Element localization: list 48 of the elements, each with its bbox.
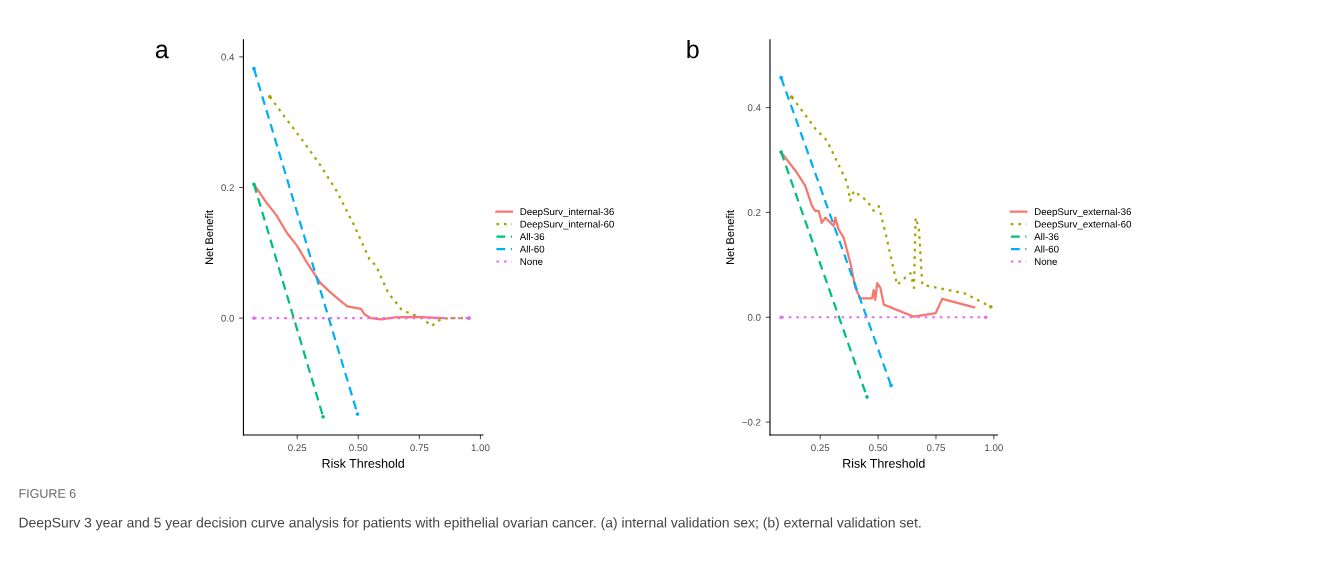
legend-label: None xyxy=(520,258,543,265)
caption: FIGURE 6 xyxy=(19,489,76,498)
y-tick-label: 0.4 xyxy=(747,104,761,112)
x-tick-label: 0.75 xyxy=(410,444,429,452)
y-axis-title: Net Benefit xyxy=(725,210,735,265)
point xyxy=(268,94,272,99)
legend-label: DeepSurv_internal-60 xyxy=(520,220,614,230)
point xyxy=(355,412,360,416)
chart-title: a xyxy=(155,44,169,59)
point xyxy=(789,95,794,99)
y-tick-label: 0.2 xyxy=(221,184,234,192)
x-tick-label: 0.50 xyxy=(349,444,368,452)
legend-label: All-60 xyxy=(519,245,545,253)
legend-label: All-36 xyxy=(519,232,545,241)
legend-label: DeepSurv_internal-36 xyxy=(520,207,614,218)
point xyxy=(983,315,988,320)
point xyxy=(252,182,256,187)
point xyxy=(779,315,783,320)
y-tick-label: 0.2 xyxy=(747,209,761,216)
x-tick-label: 1.00 xyxy=(985,444,1003,452)
x-axis-title: Risk Threshold xyxy=(843,458,925,468)
legend-label: All-60 xyxy=(1034,245,1059,253)
y-tick-label: 0.4 xyxy=(221,53,235,61)
chart-title: b xyxy=(687,39,699,59)
legend-label: DeepSurv_external-36 xyxy=(1034,207,1132,218)
x-tick-label: 1.00 xyxy=(471,444,490,452)
x-axis-title: Risk Threshold xyxy=(322,458,404,468)
point xyxy=(865,395,869,399)
line-series xyxy=(252,183,444,321)
y-tick-label: 0.0 xyxy=(747,313,761,321)
x-tick-label: 0.75 xyxy=(926,444,946,452)
legend-label: All-36 xyxy=(1034,232,1059,241)
point xyxy=(779,75,783,80)
point xyxy=(252,66,256,71)
point xyxy=(779,150,783,154)
point xyxy=(989,304,993,309)
x-tick-label: 0.25 xyxy=(288,444,307,452)
point xyxy=(889,383,893,388)
text: DeepSurv 3 year and 5 year decision curve analysis for patients with epithelial ovarian cancer. (a) internal validation sex; (b) external validation set. xyxy=(19,517,921,531)
y-tick-label: −0.2 xyxy=(742,418,761,426)
legend-label: None xyxy=(1034,258,1057,265)
point xyxy=(252,316,256,320)
y-tick-label: 0.0 xyxy=(221,314,235,322)
y-axis-title: Net Benefit xyxy=(204,210,214,265)
x-tick-label: 0.50 xyxy=(869,444,888,452)
legend-label: DeepSurv_external-60 xyxy=(1034,220,1132,230)
point xyxy=(321,414,325,419)
x-tick-label: 0.25 xyxy=(811,444,830,452)
